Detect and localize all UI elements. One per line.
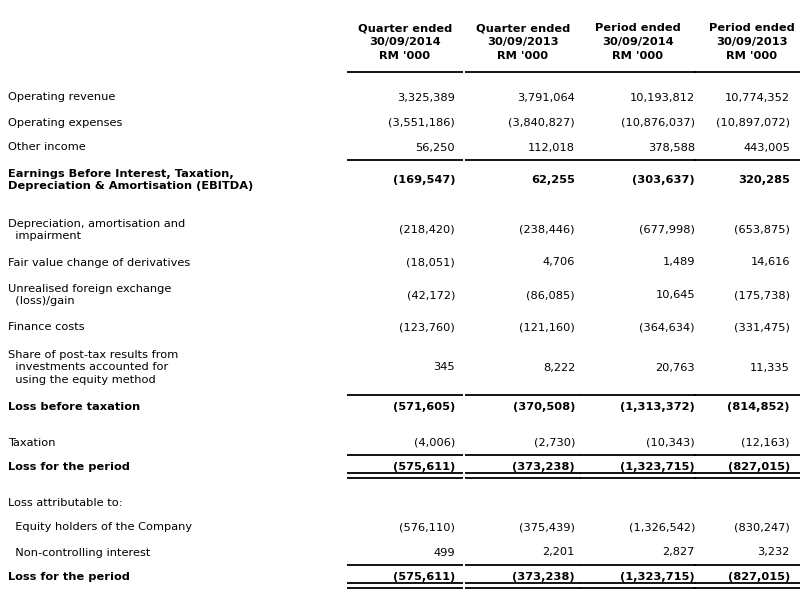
Text: (653,875): (653,875)	[734, 225, 790, 235]
Text: 10,645: 10,645	[655, 290, 695, 300]
Text: 62,255: 62,255	[531, 175, 575, 185]
Text: 56,250: 56,250	[415, 142, 455, 152]
Text: 11,335: 11,335	[750, 362, 790, 373]
Text: 8,222: 8,222	[542, 362, 575, 373]
Text: Other income: Other income	[8, 142, 86, 152]
Text: (373,238): (373,238)	[512, 572, 575, 582]
Text: Finance costs: Finance costs	[8, 322, 85, 332]
Text: (10,343): (10,343)	[646, 438, 695, 447]
Text: (42,172): (42,172)	[406, 290, 455, 300]
Text: (3,551,186): (3,551,186)	[388, 117, 455, 127]
Text: (303,637): (303,637)	[632, 175, 695, 185]
Text: (169,547): (169,547)	[393, 175, 455, 185]
Text: 2,827: 2,827	[662, 548, 695, 557]
Text: 10,193,812: 10,193,812	[630, 93, 695, 102]
Text: 3,791,064: 3,791,064	[518, 93, 575, 102]
Text: Loss attributable to:: Loss attributable to:	[8, 498, 122, 508]
Text: 112,018: 112,018	[528, 142, 575, 152]
Text: (12,163): (12,163)	[742, 438, 790, 447]
Text: 443,005: 443,005	[743, 142, 790, 152]
Text: Operating expenses: Operating expenses	[8, 117, 122, 127]
Text: 320,285: 320,285	[738, 175, 790, 185]
Text: (370,508): (370,508)	[513, 402, 575, 413]
Text: Loss for the period: Loss for the period	[8, 572, 130, 582]
Text: Non-controlling interest: Non-controlling interest	[8, 548, 150, 557]
Text: 499: 499	[434, 548, 455, 557]
Text: (1,323,715): (1,323,715)	[620, 572, 695, 582]
Text: Taxation: Taxation	[8, 438, 55, 447]
Text: (375,439): (375,439)	[519, 523, 575, 532]
Text: (1,323,715): (1,323,715)	[620, 462, 695, 472]
Text: Quarter ended
30/09/2014
RM '000: Quarter ended 30/09/2014 RM '000	[358, 23, 452, 60]
Text: 378,588: 378,588	[648, 142, 695, 152]
Text: (3,840,827): (3,840,827)	[508, 117, 575, 127]
Text: (827,015): (827,015)	[728, 462, 790, 472]
Text: Earnings Before Interest, Taxation,
Depreciation & Amortisation (EBITDA): Earnings Before Interest, Taxation, Depr…	[8, 169, 254, 191]
Text: Share of post-tax results from
  investments accounted for
  using the equity me: Share of post-tax results from investmen…	[8, 350, 178, 385]
Text: Period ended
30/09/2014
RM '000: Period ended 30/09/2014 RM '000	[595, 23, 681, 60]
Text: (1,313,372): (1,313,372)	[620, 402, 695, 413]
Text: (18,051): (18,051)	[406, 258, 455, 267]
Text: (677,998): (677,998)	[639, 225, 695, 235]
Text: (4,006): (4,006)	[414, 438, 455, 447]
Text: Fair value change of derivatives: Fair value change of derivatives	[8, 258, 190, 267]
Text: (814,852): (814,852)	[727, 402, 790, 413]
Text: (175,738): (175,738)	[734, 290, 790, 300]
Text: 4,706: 4,706	[542, 258, 575, 267]
Text: 2,201: 2,201	[542, 548, 575, 557]
Text: (10,897,072): (10,897,072)	[716, 117, 790, 127]
Text: (576,110): (576,110)	[399, 523, 455, 532]
Text: 14,616: 14,616	[750, 258, 790, 267]
Text: (121,160): (121,160)	[519, 322, 575, 332]
Text: Depreciation, amortisation and
  impairment: Depreciation, amortisation and impairmen…	[8, 219, 186, 242]
Text: 20,763: 20,763	[655, 362, 695, 373]
Text: 3,325,389: 3,325,389	[397, 93, 455, 102]
Text: Equity holders of the Company: Equity holders of the Company	[8, 523, 192, 532]
Text: (2,730): (2,730)	[534, 438, 575, 447]
Text: Unrealised foreign exchange
  (loss)/gain: Unrealised foreign exchange (loss)/gain	[8, 283, 171, 306]
Text: (373,238): (373,238)	[512, 462, 575, 472]
Text: Quarter ended
30/09/2013
RM '000: Quarter ended 30/09/2013 RM '000	[476, 23, 570, 60]
Text: 10,774,352: 10,774,352	[725, 93, 790, 102]
Text: (238,446): (238,446)	[519, 225, 575, 235]
Text: (218,420): (218,420)	[399, 225, 455, 235]
Text: (827,015): (827,015)	[728, 572, 790, 582]
Text: 1,489: 1,489	[662, 258, 695, 267]
Text: 345: 345	[434, 362, 455, 373]
Text: Period ended
30/09/2013
RM '000: Period ended 30/09/2013 RM '000	[709, 23, 795, 60]
Text: (575,611): (575,611)	[393, 572, 455, 582]
Text: (10,876,037): (10,876,037)	[621, 117, 695, 127]
Text: 3,232: 3,232	[758, 548, 790, 557]
Text: (123,760): (123,760)	[399, 322, 455, 332]
Text: Loss before taxation: Loss before taxation	[8, 402, 140, 413]
Text: (86,085): (86,085)	[526, 290, 575, 300]
Text: (331,475): (331,475)	[734, 322, 790, 332]
Text: (1,326,542): (1,326,542)	[629, 523, 695, 532]
Text: (575,611): (575,611)	[393, 462, 455, 472]
Text: (830,247): (830,247)	[734, 523, 790, 532]
Text: Operating revenue: Operating revenue	[8, 93, 115, 102]
Text: (571,605): (571,605)	[393, 402, 455, 413]
Text: Loss for the period: Loss for the period	[8, 462, 130, 472]
Text: (364,634): (364,634)	[639, 322, 695, 332]
